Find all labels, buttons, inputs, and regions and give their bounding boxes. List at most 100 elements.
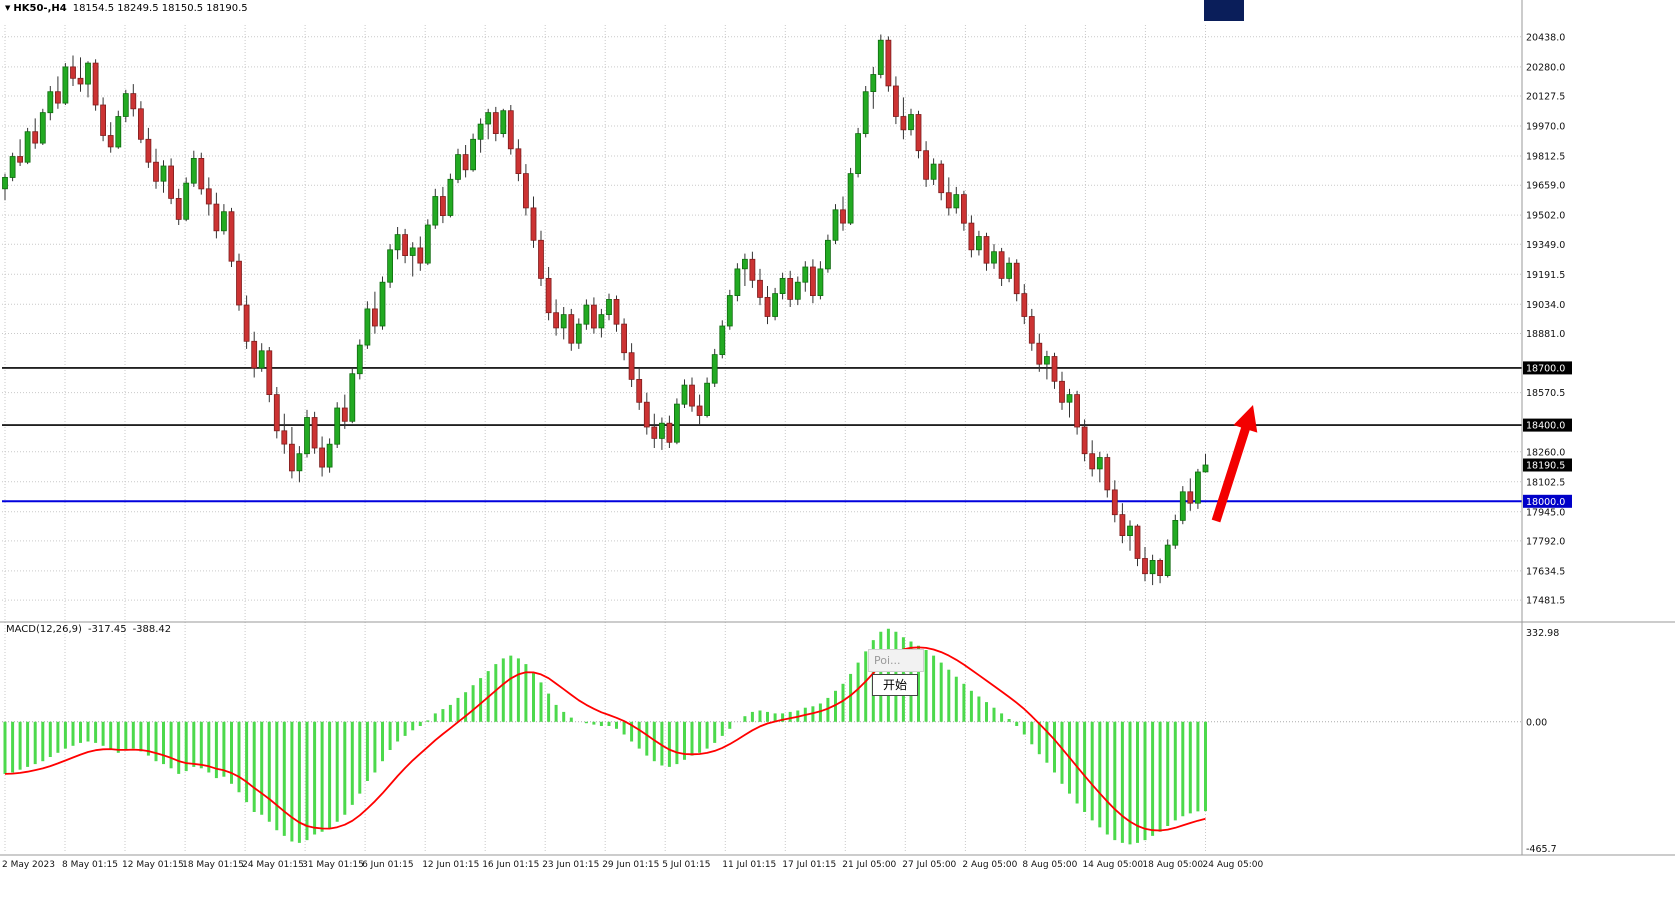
candle-bullish xyxy=(500,110,507,134)
corner-marker xyxy=(1204,0,1244,21)
candle-bullish xyxy=(742,258,748,270)
macd-axis-label: -465.7 xyxy=(1526,844,1557,855)
macd-signal-line xyxy=(4,646,1206,832)
candle-bullish xyxy=(1044,356,1050,365)
candle-bearish xyxy=(651,426,658,439)
candle-bullish xyxy=(394,234,401,251)
time-axis-label: 6 Jun 01:15 xyxy=(362,860,413,870)
candle-bearish xyxy=(1187,491,1194,504)
candle-bullish xyxy=(772,293,778,317)
candle-bullish xyxy=(1202,464,1209,473)
candle-bullish xyxy=(47,91,54,114)
candle-bullish xyxy=(485,112,492,125)
candle-bearish xyxy=(1142,558,1148,575)
price-tag xyxy=(1523,458,1572,472)
candle-bearish xyxy=(100,104,106,136)
candle-bearish xyxy=(961,194,967,224)
start-button-label: 开始 xyxy=(882,678,907,692)
price-axis-label: 17945.0 xyxy=(1526,507,1565,518)
candle-bearish xyxy=(341,407,348,422)
candle-bullish xyxy=(719,325,726,356)
ohlc-values: 18154.5 18249.5 18150.5 18190.5 xyxy=(72,3,248,14)
candle-bearish xyxy=(55,91,61,104)
candle-bearish xyxy=(885,39,892,87)
tooltip-poi[interactable]: Poi... xyxy=(868,649,924,672)
time-axis-label: 2 Aug 05:00 xyxy=(962,860,1017,870)
candle-bearish xyxy=(1089,453,1096,470)
symbol-timeframe-label: HK50-,H4 xyxy=(13,3,67,14)
candle-bearish xyxy=(130,93,137,110)
candle-bearish xyxy=(757,279,763,298)
candle-bearish xyxy=(764,296,771,317)
candle-bearish xyxy=(288,443,295,472)
candle-bearish xyxy=(492,112,499,134)
candle-bullish xyxy=(1127,525,1133,536)
candle-bearish xyxy=(1111,489,1118,516)
price-axis-label: 19349.0 xyxy=(1526,240,1565,251)
time-axis-label: 11 Jul 01:15 xyxy=(722,860,776,870)
candle-bearish xyxy=(213,203,220,232)
macd-axis-label: 332.98 xyxy=(1526,628,1559,639)
candle-bearish xyxy=(915,114,922,152)
candle-bearish xyxy=(523,173,529,209)
time-axis-label: 16 Jun 01:15 xyxy=(482,860,539,870)
candle-bullish xyxy=(583,304,590,325)
candle-bearish xyxy=(1134,525,1141,559)
price-axis-label: 18881.0 xyxy=(1526,329,1565,340)
price-axis-label: 20127.5 xyxy=(1526,92,1565,103)
candle-bearish xyxy=(266,350,273,395)
symbol-dropdown-icon[interactable]: ▼ xyxy=(5,4,11,12)
candle-bullish xyxy=(1195,471,1201,504)
candle-bullish xyxy=(2,176,8,190)
time-axis-label: 21 Jul 05:00 xyxy=(842,860,896,870)
candle-bearish xyxy=(92,62,99,106)
candle-bullish xyxy=(1096,457,1103,470)
price-axis-label: 20438.0 xyxy=(1526,32,1565,43)
macd-axis: 332.98 0.00 -465.7 xyxy=(1526,628,1559,855)
candle-bearish xyxy=(507,110,514,150)
candle-bearish xyxy=(810,266,816,297)
level-lines xyxy=(2,367,1522,503)
candle-bearish xyxy=(515,148,522,175)
candles xyxy=(2,34,1209,586)
candle-bearish xyxy=(32,131,39,144)
candle-bearish xyxy=(70,66,76,79)
time-axis-label: 24 May 01:15 xyxy=(242,860,304,870)
candle-bearish xyxy=(696,405,703,416)
candle-bullish xyxy=(991,251,997,264)
candle-bullish xyxy=(870,74,877,93)
candle-bearish xyxy=(319,447,326,468)
candle-bullish xyxy=(855,133,861,175)
candle-bearish xyxy=(462,154,469,171)
time-axis-label: 8 Aug 05:00 xyxy=(1022,860,1077,870)
chart-title: ▼ HK50-,H4 18154.5 18249.5 18150.5 18190.5 xyxy=(5,3,248,14)
candle-bearish xyxy=(1104,457,1111,491)
candle-bearish xyxy=(198,157,205,190)
candle-bullish xyxy=(115,116,122,148)
candle-bearish xyxy=(1059,380,1065,403)
time-axis-label: 29 Jun 01:15 xyxy=(602,860,659,870)
time-axis-label: 31 May 01:15 xyxy=(302,860,364,870)
candle-bearish xyxy=(228,211,235,262)
candle-bullish xyxy=(734,268,741,296)
start-button[interactable]: 开始 xyxy=(872,674,918,696)
candle-bearish xyxy=(545,277,552,314)
price-axis-label: 19034.0 xyxy=(1526,300,1565,311)
candle-bullish xyxy=(409,247,416,256)
time-axis-label: 12 Jun 01:15 xyxy=(422,860,479,870)
price-tag xyxy=(1523,361,1572,375)
trend-arrow[interactable] xyxy=(1211,405,1258,523)
candle-bearish xyxy=(636,378,643,403)
price-tag-label: 18400.0 xyxy=(1526,421,1565,432)
candle-bullish xyxy=(825,239,831,270)
price-axis-label: 20280.0 xyxy=(1526,62,1565,73)
candle-bullish xyxy=(726,295,733,327)
candle-bearish xyxy=(666,422,673,443)
candle-bearish xyxy=(900,116,907,131)
candle-bearish xyxy=(1028,316,1035,344)
candle-bearish xyxy=(107,135,114,148)
candle-bullish xyxy=(681,384,688,405)
candle-bearish xyxy=(153,161,159,182)
